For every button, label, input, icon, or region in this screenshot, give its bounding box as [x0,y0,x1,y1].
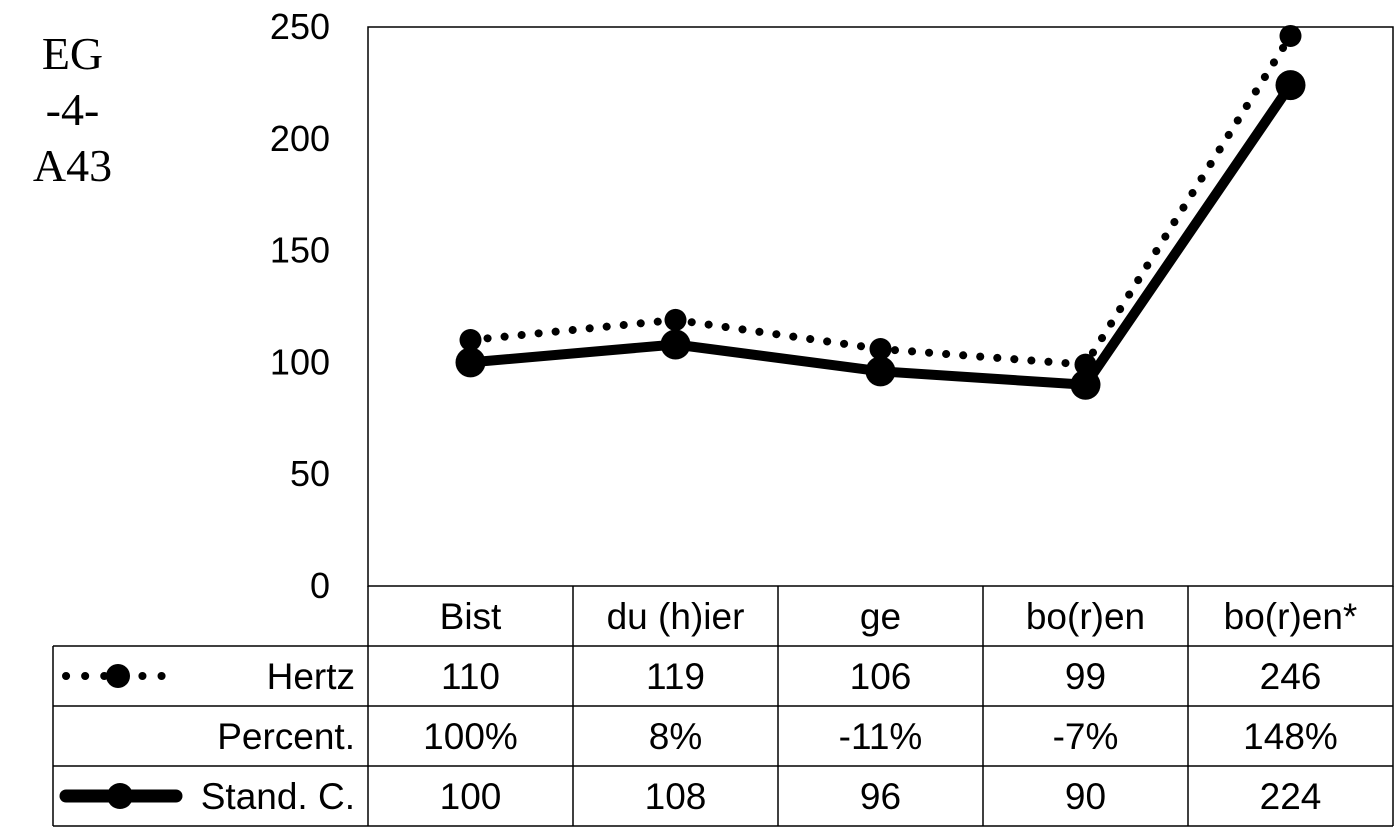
category-label: du (h)ier [607,596,745,637]
table-cell: 8% [649,716,702,757]
table-cell: 148% [1243,716,1338,757]
legend-solid-marker [107,783,133,809]
data-point-hertz [664,308,687,331]
table-row-label: Hertz [267,656,355,697]
data-point-stand-c [1070,369,1101,400]
table-cell: 90 [1065,776,1106,817]
data-point-stand-c [660,329,691,360]
table-cell: 99 [1065,656,1106,697]
y-tick-label: 0 [310,565,330,606]
legend-dotted-marker [106,664,130,688]
y-tick-label: 50 [290,453,330,494]
category-label: Bist [440,596,502,637]
plot-area-frame [367,26,1394,587]
table-cell: 108 [645,776,707,817]
category-label: bo(r)en [1026,596,1145,637]
table-cell: 106 [850,656,912,697]
side-title-line-3: A43 [32,140,113,191]
table-cell: 224 [1260,776,1322,817]
y-tick-label: 250 [270,6,330,47]
category-label: bo(r)en* [1224,596,1358,637]
table-cell: 110 [441,656,500,697]
side-title-line-1: EG [41,28,104,79]
y-tick-label: 100 [270,341,330,382]
data-point-hertz [1279,24,1302,47]
table-cell: 119 [646,656,705,697]
side-title-line-2: -4- [45,84,100,135]
y-tick-label: 150 [270,230,330,271]
category-label: ge [860,596,901,637]
data-point-stand-c [1275,70,1306,101]
table-cell: 100% [423,716,518,757]
table-row-label: Stand. C. [201,776,355,817]
table-cell: -7% [1053,716,1119,757]
series-line-hertz [466,31,1295,369]
data-point-stand-c [865,356,896,387]
table-cell: -11% [839,716,923,757]
data-point-hertz [869,337,892,360]
table-cell: 100 [440,776,502,817]
table-row-label: Percent. [217,716,355,757]
table-cell: 96 [860,776,901,817]
data-point-stand-c [455,347,486,378]
data-point-hertz [459,329,482,352]
table-cell: 246 [1260,656,1322,697]
y-tick-label: 200 [270,118,330,159]
